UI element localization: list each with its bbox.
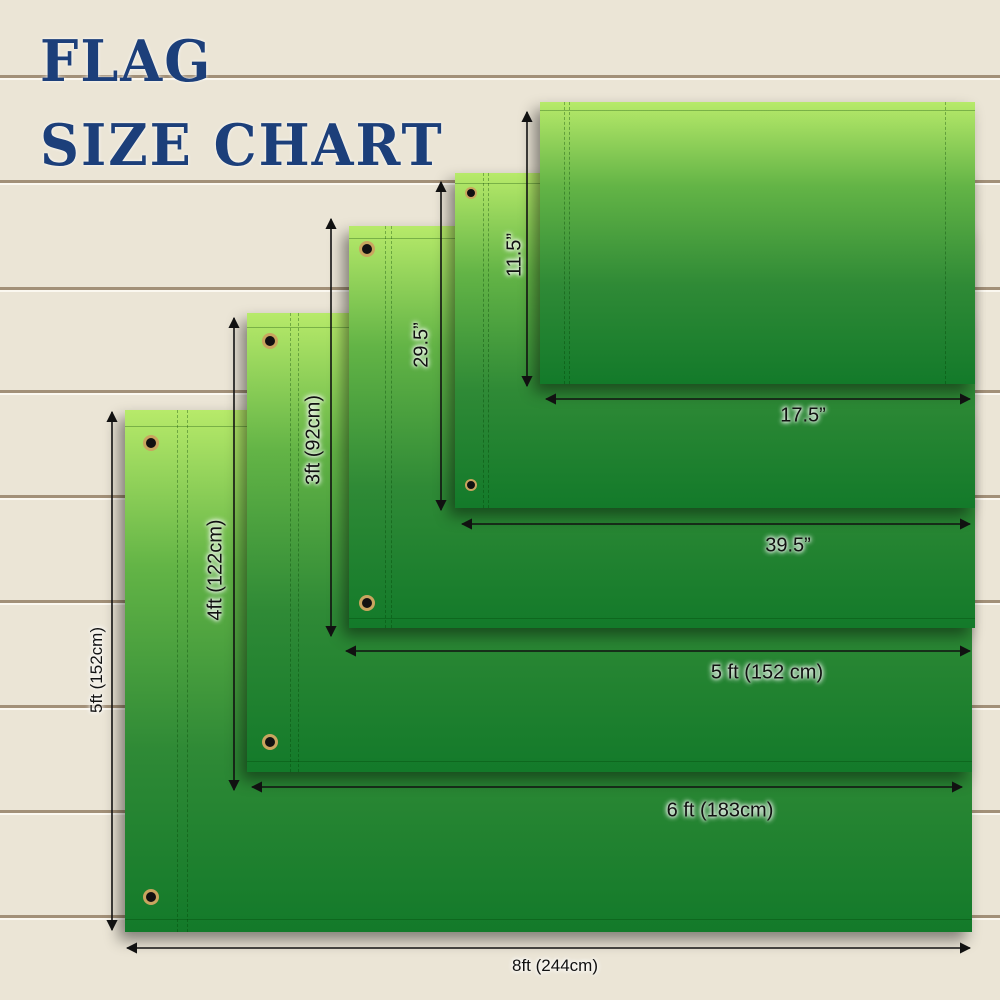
grommet-icon (143, 889, 159, 905)
width-label-8ft: 8ft (244cm) (512, 956, 598, 975)
height-label-29: 29.5” (410, 322, 433, 368)
flag-17x11 (540, 102, 975, 384)
grommet-icon (262, 333, 278, 349)
height-label-11: 11.5” (503, 232, 526, 278)
grommet-icon (359, 595, 375, 611)
grommet-icon (359, 241, 375, 257)
width-label-6ft: 6 ft (183cm) (666, 799, 774, 822)
width-label-39: 39.5” (765, 534, 811, 557)
width-label-5ft: 5 ft (152 cm) (710, 661, 824, 684)
height-label-3ft: 3ft (92cm) (302, 394, 325, 486)
grommet-icon (143, 435, 159, 451)
title-line-1: FLAG (40, 27, 213, 95)
height-label-5ft: 5ft (152cm) (87, 627, 106, 713)
width-label-17: 17.5” (780, 404, 826, 427)
height-label-4ft: 4ft (122cm) (204, 519, 227, 621)
title-line-2: SIZE CHART (40, 111, 444, 179)
grommet-icon (262, 734, 278, 750)
grommet-icon (465, 187, 477, 199)
grommet-icon (465, 479, 477, 491)
